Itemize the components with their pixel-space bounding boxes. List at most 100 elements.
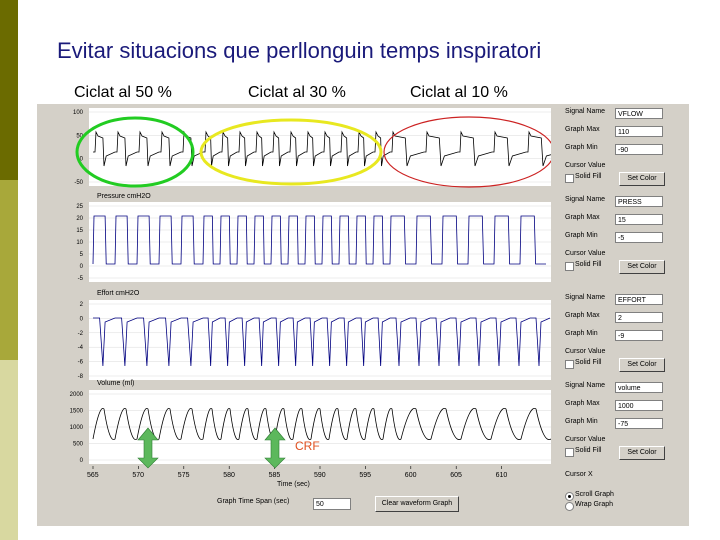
y-tick-label: -5	[78, 276, 84, 282]
graph-min-label: Graph Min	[565, 232, 598, 239]
y-tick-label: 0	[80, 157, 84, 163]
x-tick-label: 590	[314, 472, 326, 479]
label-cycle-10: Ciclat al 10 %	[410, 84, 508, 101]
x-tick-label: 610	[496, 472, 508, 479]
set-color-button[interactable]: Set Color	[619, 260, 665, 274]
solid-fill-checkbox[interactable]	[565, 174, 574, 183]
graph-max-label: Graph Max	[565, 214, 600, 221]
solid-fill-checkbox[interactable]	[565, 262, 574, 271]
x-tick-label: 580	[223, 472, 235, 479]
y-tick-label: 1500	[70, 409, 84, 415]
effort-trace	[93, 317, 551, 367]
y-tick-label: 25	[76, 204, 83, 210]
highlight-ellipse-30	[199, 118, 383, 186]
signal-name-label: Signal Name	[565, 196, 606, 203]
y-tick-label: -6	[78, 360, 84, 366]
graph-max-label: Graph Max	[565, 400, 600, 407]
clear-waveform-button[interactable]: Clear waveform Graph	[375, 496, 459, 512]
frc-arrow-right	[264, 427, 286, 469]
x-tick-label: 595	[359, 472, 371, 479]
set-color-button[interactable]: Set Color	[619, 358, 665, 372]
label-cycle-30: Ciclat al 30 %	[248, 84, 346, 101]
label-cycle-50: Ciclat al 50 %	[74, 84, 172, 101]
signal-settings-panel: Signal Name Graph Max Graph Min Cursor Valu…	[555, 104, 689, 526]
x-tick-label: 565	[87, 472, 99, 479]
solid-fill-label: Solid Fill	[575, 173, 602, 180]
cursor-value-label: Cursor Value	[565, 162, 606, 169]
solid-fill-label: Solid Fill	[575, 359, 602, 366]
graph-max-input[interactable]: 15	[615, 214, 663, 225]
frc-label: CRF	[295, 439, 320, 453]
graph-max-input[interactable]: 1000	[615, 400, 663, 411]
highlight-ellipse-50	[75, 116, 195, 188]
signal-name-input[interactable]: VFLOW	[615, 108, 663, 119]
x-tick-label: 600	[405, 472, 417, 479]
effort-graph-area	[89, 300, 551, 380]
solid-fill-label: Solid Fill	[575, 261, 602, 268]
pressure-graph-title: Pressure cmH2O	[97, 193, 151, 200]
signal-name-label: Signal Name	[565, 294, 606, 301]
slide-accent-bar-mid	[0, 180, 18, 360]
time-span-label: Graph Time Span (sec)	[217, 498, 290, 505]
x-tick-label: 605	[450, 472, 462, 479]
graph-min-input[interactable]: -5	[615, 232, 663, 243]
flow-trace	[93, 130, 551, 167]
x-tick-label: 570	[132, 472, 144, 479]
graph-min-label: Graph Min	[565, 144, 598, 151]
y-tick-label: 500	[73, 442, 84, 448]
slide-accent-bar-top	[0, 0, 18, 180]
y-tick-label: -50	[74, 180, 83, 186]
scroll-graph-label: Scroll Graph	[575, 491, 614, 498]
slide-accent-bar-bottom	[0, 360, 18, 540]
graph-min-label: Graph Min	[565, 418, 598, 425]
y-tick-label: 15	[76, 228, 83, 234]
solid-fill-checkbox[interactable]	[565, 448, 574, 457]
solid-fill-checkbox[interactable]	[565, 360, 574, 369]
y-tick-label: 10	[76, 240, 83, 246]
frc-arrow-left	[137, 427, 159, 469]
signal-name-label: Signal Name	[565, 108, 606, 115]
graph-max-label: Graph Max	[565, 312, 600, 319]
cursor-value-label: Cursor Value	[565, 436, 606, 443]
y-tick-label: -8	[78, 374, 84, 380]
signal-name-label: Signal Name	[565, 382, 606, 389]
volume-graph-title: Volume (ml)	[97, 380, 134, 387]
set-color-button[interactable]: Set Color	[619, 446, 665, 460]
signal-name-input[interactable]: EFFORT	[615, 294, 663, 305]
volume-trace	[92, 407, 551, 441]
x-tick-label: 585	[269, 472, 281, 479]
graph-min-input[interactable]: -9	[615, 330, 663, 341]
y-tick-label: 50	[76, 133, 83, 139]
wrap-graph-radio[interactable]	[565, 502, 574, 511]
graph-min-input[interactable]: -90	[615, 144, 663, 155]
y-tick-label: 20	[76, 216, 83, 222]
time-span-input[interactable]: 50	[313, 498, 351, 510]
y-tick-label: 1000	[70, 425, 84, 431]
cursor-value-label: Cursor Value	[565, 348, 606, 355]
scroll-graph-radio[interactable]	[565, 492, 574, 501]
signal-name-input[interactable]: PRESS	[615, 196, 663, 207]
graph-max-input[interactable]: 2	[615, 312, 663, 323]
graph-max-label: Graph Max	[565, 126, 600, 133]
y-tick-label: 2	[80, 302, 84, 308]
waveform-plots: 565 570 575 580 585 590 595 600 605 610100500-502…	[37, 104, 551, 526]
graph-max-input[interactable]: 110	[615, 126, 663, 137]
y-tick-label: -2	[78, 331, 84, 337]
signal-name-input[interactable]: volume	[615, 382, 663, 393]
graph-min-input[interactable]: -75	[615, 418, 663, 429]
pressure-trace	[92, 215, 546, 265]
graph-min-label: Graph Min	[565, 330, 598, 337]
effort-graph-title: Effort cmH2O	[97, 290, 140, 297]
time-axis-label: Time (sec)	[277, 481, 310, 488]
y-tick-label: 0	[80, 264, 84, 270]
set-color-button[interactable]: Set Color	[619, 172, 665, 186]
waveform-application: 565 570 575 580 585 590 595 600 605 610 100 50 0 -50 2…	[37, 104, 689, 526]
y-tick-label: 0	[80, 458, 84, 464]
slide-title: Evitar situacions que perllonguin temps …	[57, 38, 542, 63]
y-tick-label: 2000	[70, 392, 84, 398]
y-tick-label: 100	[73, 110, 84, 116]
wrap-graph-label: Wrap Graph	[575, 501, 613, 508]
x-tick-label: 575	[178, 472, 190, 479]
solid-fill-label: Solid Fill	[575, 447, 602, 454]
y-tick-label: 5	[80, 252, 84, 258]
